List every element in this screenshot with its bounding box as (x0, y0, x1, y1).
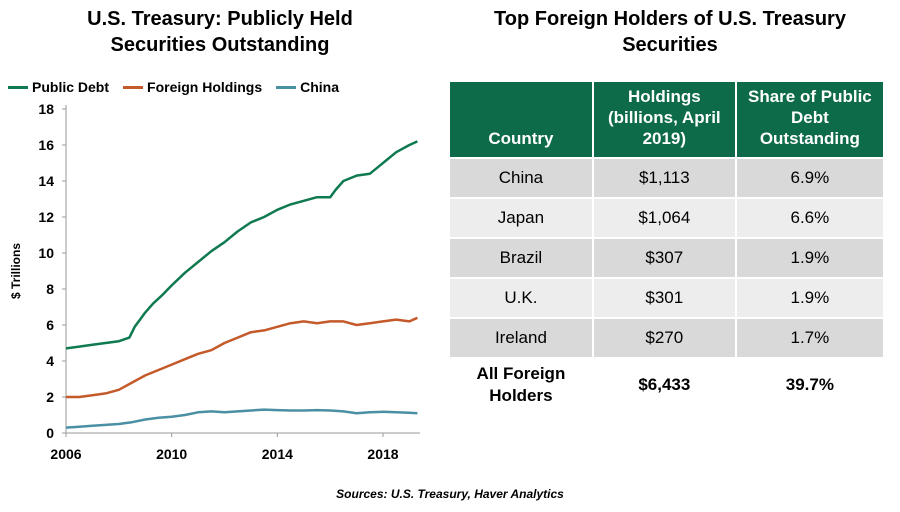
chart-title: U.S. Treasury: Publicly Held Securities … (87, 8, 353, 56)
cell-share: 6.6% (735, 197, 883, 238)
legend-swatch-public-debt (8, 85, 28, 89)
y-tick-label: 2 (46, 389, 54, 405)
table-total-row: All Foreign Holders $6,433 39.7% (450, 357, 883, 411)
y-tick-label: 8 (46, 281, 54, 297)
x-tick-label: 2018 (367, 446, 398, 462)
table-row: Brazil $307 1.9% (450, 237, 883, 278)
cell-country: Ireland (450, 317, 594, 358)
holders-table-container: Country Holdings (billions, April 2019) … (450, 82, 883, 411)
legend-swatch-china (276, 85, 297, 89)
cell-share: 1.9% (735, 277, 883, 318)
table-row: Ireland $270 1.7% (450, 317, 883, 358)
header-share: Share of Public Debt Outstanding (735, 82, 883, 158)
cell-share: 6.9% (735, 157, 883, 198)
cell-country: U.K. (450, 277, 594, 318)
legend-swatch-foreign-holdings (123, 85, 144, 89)
cell-country: China (450, 157, 594, 198)
table-title: Top Foreign Holders of U.S. Treasury Sec… (494, 8, 846, 56)
chart-legend: Public Debt Foreign Holdings China (8, 79, 339, 95)
table-row: U.K. $301 1.9% (450, 277, 883, 318)
x-tick-label: 2006 (50, 446, 81, 462)
series-line-foreign-holdings (66, 316, 418, 399)
header-holdings: Holdings (billions, April 2019) (592, 82, 737, 158)
series-line-china (65, 408, 418, 429)
table-row: Japan $1,064 6.6% (450, 197, 883, 238)
cell-country: Japan (450, 197, 594, 238)
y-axis-label: $ Trillions (9, 243, 23, 299)
cell-share: 1.7% (735, 317, 883, 358)
holders-table: Country Holdings (billions, April 2019) … (450, 82, 883, 411)
y-tick-label: 6 (46, 317, 54, 333)
cell-total-label: All Foreign Holders (450, 357, 594, 411)
cell-holdings: $307 (592, 237, 737, 278)
y-tick-label: 4 (46, 353, 54, 369)
line-chart: 0 2 4 6 8 10 12 14 16 18 2006 2010 2014 2018 $ Trillio… (9, 101, 420, 462)
legend-item-public-debt: Public Debt (8, 79, 109, 95)
x-tick-label: 2014 (262, 446, 293, 462)
y-tick-label: 16 (38, 137, 54, 153)
legend-label-china: China (300, 79, 340, 95)
y-tick-label: 14 (38, 173, 54, 189)
table-header-row: Country Holdings (billions, April 2019) … (450, 82, 883, 158)
y-tick-label: 18 (38, 101, 54, 117)
header-country: Country (450, 82, 594, 158)
cell-share: 1.9% (735, 237, 883, 278)
table-row: China $1,113 6.9% (450, 157, 883, 198)
cell-holdings: $270 (592, 317, 737, 358)
y-tick-label: 0 (46, 425, 54, 441)
cell-holdings: $1,113 (592, 157, 737, 198)
legend-label-public-debt: Public Debt (32, 79, 110, 95)
legend-item-foreign-holdings: Foreign Holdings (123, 79, 262, 95)
y-tick-label: 10 (38, 245, 54, 261)
x-tick-label: 2010 (156, 446, 187, 462)
series-line-public-debt (65, 140, 418, 350)
legend-label-foreign-holdings: Foreign Holdings (147, 79, 263, 95)
cell-total-holdings: $6,433 (592, 357, 737, 411)
y-tick-label: 12 (38, 209, 54, 225)
legend-item-china: China (276, 79, 339, 95)
cell-total-share: 39.7% (735, 357, 883, 411)
cell-holdings: $1,064 (592, 197, 737, 238)
cell-country: Brazil (450, 237, 594, 278)
source-note: Sources: U.S. Treasury, Haver Analytics (336, 487, 564, 501)
cell-holdings: $301 (592, 277, 737, 318)
